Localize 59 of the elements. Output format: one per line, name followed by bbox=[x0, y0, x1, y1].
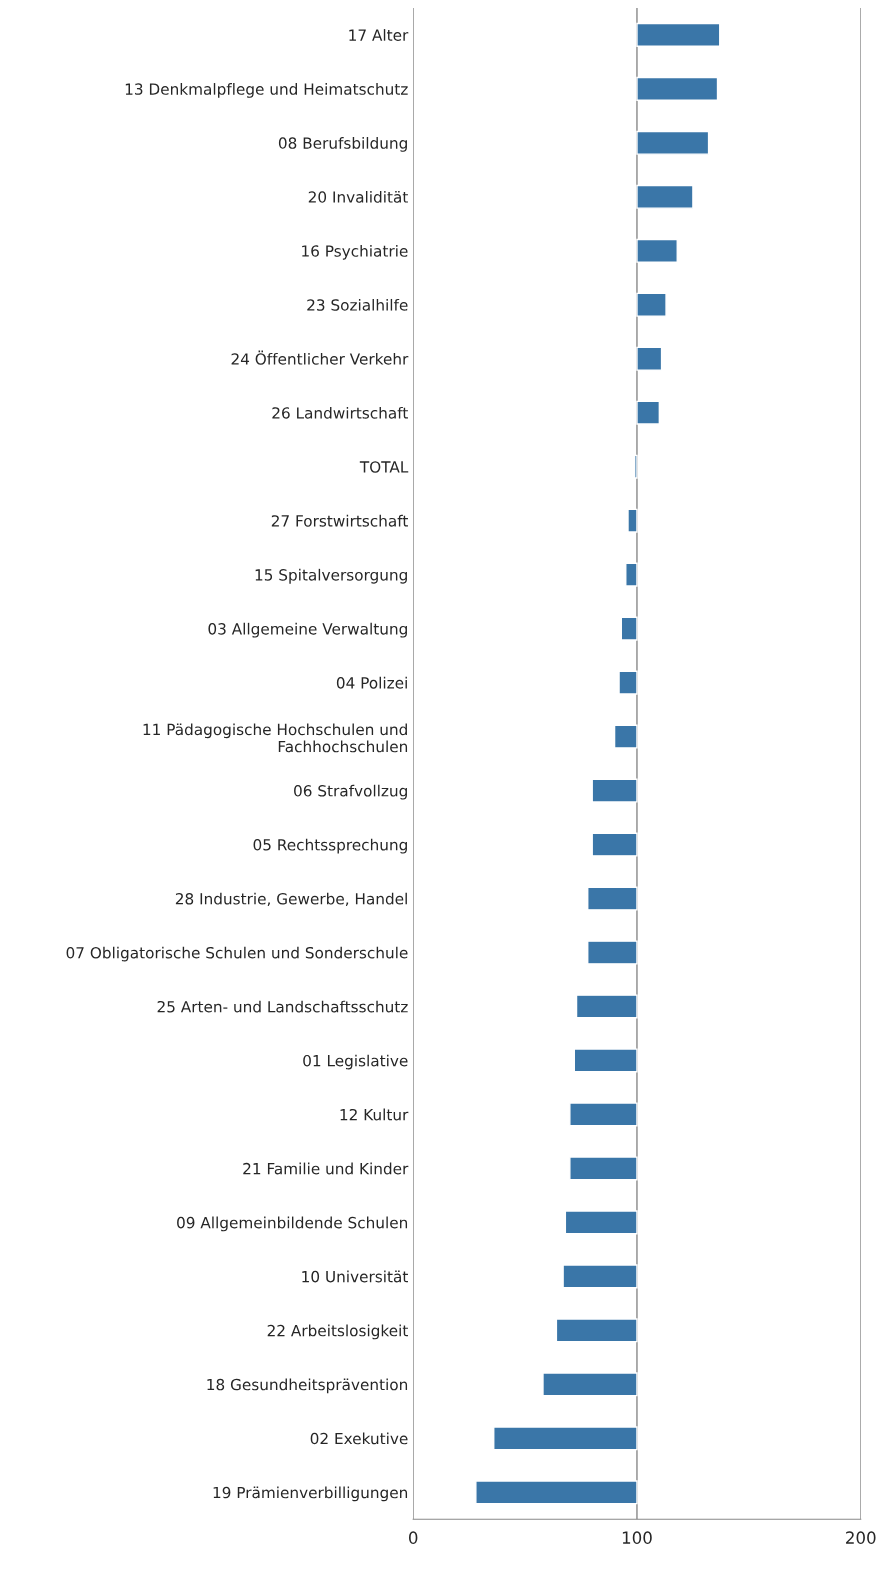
y-tick-label: 18 Gesundheitsprävention bbox=[207, 1378, 408, 1394]
y-tick-label: 03 Allgemeine Verwaltung bbox=[208, 622, 407, 638]
y-tick-label: 21 Familie und Kinder bbox=[243, 1162, 409, 1175]
bar bbox=[636, 400, 661, 425]
bar bbox=[475, 1480, 638, 1505]
y-tick-label: 25 Arten- und Landschaftsschutz bbox=[157, 1000, 408, 1013]
bar bbox=[636, 130, 710, 155]
bar bbox=[493, 1426, 638, 1451]
bar bbox=[591, 832, 638, 857]
bar bbox=[636, 22, 721, 47]
y-tick-label: 01 Legislative bbox=[303, 1054, 408, 1070]
x-tick-label: 0 bbox=[408, 1531, 418, 1544]
y-tick-label: 19 Prämienverbilligungen bbox=[213, 1486, 408, 1502]
y-tick-label: 16 Psychiatrie bbox=[302, 244, 408, 260]
bar bbox=[562, 1264, 638, 1289]
bar bbox=[634, 454, 638, 479]
x-tick-label: 200 bbox=[846, 1531, 876, 1544]
bar bbox=[573, 1048, 638, 1073]
y-tick-label: 20 Invalidität bbox=[308, 191, 408, 203]
y-tick-label: 10 Universität bbox=[302, 1270, 408, 1283]
y-tick-label: TOTAL bbox=[359, 461, 409, 473]
bar bbox=[591, 778, 638, 803]
bar bbox=[587, 940, 638, 965]
y-tick-label: 27 Forstwirtschaft bbox=[271, 514, 408, 527]
y-tick-label: 04 Polizei bbox=[336, 676, 407, 689]
y-tick-label: 02 Exekutive bbox=[310, 1432, 408, 1445]
bar bbox=[636, 238, 678, 263]
bar bbox=[627, 508, 638, 533]
bar bbox=[575, 994, 638, 1019]
y-tick-label: 07 Obligatorische Schulen und Sonderschule bbox=[66, 946, 408, 962]
bar bbox=[613, 724, 638, 749]
y-tick-label: 22 Arbeitslosigkeit bbox=[267, 1324, 408, 1340]
y-tick-label: 26 Landwirtschaft bbox=[272, 406, 408, 419]
bar bbox=[636, 346, 663, 371]
y-tick-label: 12 Kultur bbox=[340, 1108, 409, 1121]
bar bbox=[564, 1210, 638, 1235]
y-tick-label: 15 Spitalversorgung bbox=[255, 568, 407, 584]
y-tick-label: 28 Industrie, Gewerbe, Handel bbox=[175, 892, 407, 907]
bar bbox=[636, 292, 667, 317]
bar bbox=[569, 1156, 638, 1181]
bar bbox=[636, 184, 694, 209]
y-tick-label: 08 Berufsbildung bbox=[278, 137, 407, 152]
bar bbox=[625, 562, 638, 587]
y-tick-label: 17 Alter bbox=[349, 29, 409, 41]
bar bbox=[636, 76, 719, 101]
y-tick-label: 11 Pädagogische Hochschulen und Fachhochschulen bbox=[143, 723, 408, 753]
y-tick-label: 09 Allgemeinbildende Schulen bbox=[177, 1216, 408, 1232]
bar bbox=[620, 616, 638, 641]
bar bbox=[542, 1372, 638, 1397]
y-tick-label: 06 Strafvollzug bbox=[294, 784, 407, 800]
bar bbox=[555, 1318, 638, 1343]
y-tick-label: 05 Rechtssprechung bbox=[253, 838, 407, 854]
y-tick-label: 23 Sozialhilfe bbox=[307, 298, 408, 311]
bar bbox=[569, 1102, 638, 1127]
bar bbox=[618, 670, 638, 695]
bar bbox=[587, 886, 638, 911]
y-tick-label: 13 Denkmalpflege und Heimatschutz bbox=[125, 83, 408, 98]
x-tick-label: 100 bbox=[622, 1531, 652, 1544]
y-tick-label: 24 Öffentlicher Verkehr bbox=[231, 350, 409, 365]
